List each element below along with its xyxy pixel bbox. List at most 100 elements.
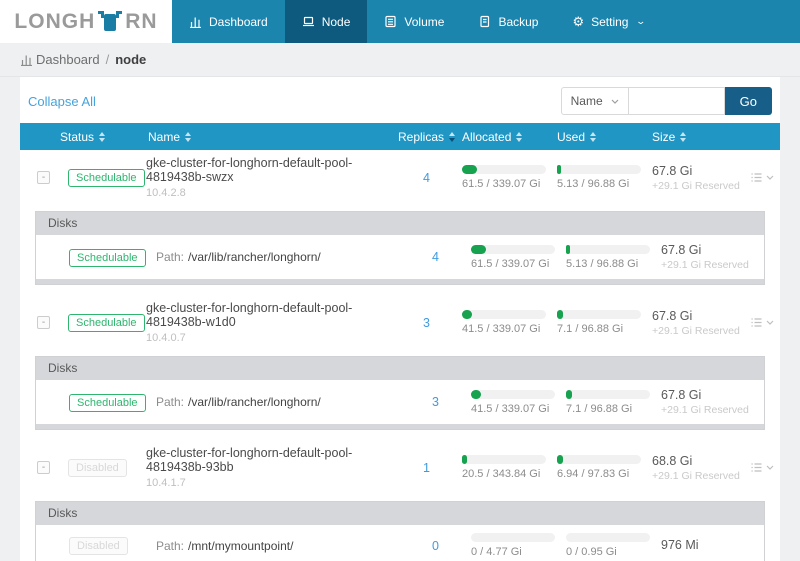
used-meter: 0 / 0.95 Gi bbox=[558, 533, 653, 558]
node-ip: 10.4.2.8 bbox=[146, 187, 186, 199]
chevron-down-icon: ⌄ bbox=[635, 16, 647, 26]
used-meter: 6.94 / 97.83 Gi bbox=[549, 455, 644, 480]
allocated-meter: 0 / 4.77 Gi bbox=[463, 533, 558, 558]
operations-list-icon bbox=[751, 173, 762, 182]
chart-icon bbox=[21, 55, 32, 66]
size-cell: 67.8 Gi +29.1 Gi Reserved bbox=[653, 388, 753, 416]
column-status[interactable]: Status bbox=[58, 130, 146, 144]
used-meter: 5.13 / 96.88 Gi bbox=[558, 244, 653, 270]
table-row: - Disabled gke-cluster-for-longhorn-defa… bbox=[20, 440, 780, 495]
sort-icons[interactable] bbox=[449, 131, 456, 142]
breadcrumb-dashboard-link[interactable]: Dashboard bbox=[20, 52, 100, 67]
longhorn-logo[interactable]: LONGH RN bbox=[0, 0, 172, 43]
status-badge: Schedulable bbox=[68, 169, 145, 187]
collapse-toggle[interactable]: - bbox=[37, 316, 50, 329]
collapse-toggle[interactable]: - bbox=[37, 171, 50, 184]
column-used[interactable]: Used bbox=[549, 130, 644, 144]
collapse-all-link[interactable]: Collapse All bbox=[28, 93, 96, 109]
chevron-down-icon bbox=[766, 465, 774, 470]
operations-list-icon bbox=[751, 318, 762, 327]
row-actions-menu[interactable] bbox=[744, 316, 780, 329]
used-meter: 5.13 / 96.88 Gi bbox=[549, 165, 644, 190]
nav-item-node[interactable]: Node bbox=[284, 0, 368, 43]
status-badge: Disabled bbox=[68, 459, 127, 477]
nav-label: Volume bbox=[404, 14, 445, 29]
sort-icons[interactable] bbox=[185, 131, 192, 142]
size-cell: 68.8 Gi +29.1 Gi Reserved bbox=[644, 454, 744, 482]
disks-title: Disks bbox=[48, 361, 78, 375]
nav-label: Node bbox=[321, 14, 351, 29]
status-badge: Schedulable bbox=[69, 248, 146, 267]
status-badge: Disabled bbox=[69, 537, 128, 555]
table-row: - Schedulable gke-cluster-for-longhorn-d… bbox=[20, 150, 780, 205]
breadcrumb-root-label: Dashboard bbox=[36, 52, 100, 67]
nav-menu: Dashboard Node Volume Backup ⚙ Setting ⌄ bbox=[172, 0, 662, 43]
reserved-label: +29.1 Gi Reserved bbox=[652, 324, 740, 337]
reserved-label: +29.1 Gi Reserved bbox=[652, 179, 740, 192]
breadcrumb-current: node bbox=[115, 52, 147, 67]
allocated-meter: 61.5 / 339.07 Gi bbox=[454, 165, 549, 190]
replicas-link[interactable]: 0 bbox=[432, 538, 439, 553]
node-name: gke-cluster-for-longhorn-default-pool-48… bbox=[146, 156, 353, 184]
sort-icons[interactable] bbox=[99, 131, 106, 142]
sort-icons[interactable] bbox=[516, 131, 523, 142]
operations-list-icon bbox=[751, 463, 762, 472]
disk-row: Schedulable Path:/var/lib/rancher/longho… bbox=[36, 380, 764, 424]
status-badge: Schedulable bbox=[68, 314, 145, 332]
reserved-label: +29.1 Gi Reserved bbox=[652, 469, 740, 482]
toolbar: Collapse All Name Go bbox=[20, 77, 780, 123]
reserved-label: +29.1 Gi Reserved bbox=[661, 259, 749, 271]
logo-text-left: LONGH bbox=[14, 9, 96, 33]
allocated-meter: 20.5 / 343.84 Gi bbox=[454, 455, 549, 480]
nav-label: Setting bbox=[591, 14, 629, 29]
chevron-down-icon bbox=[766, 175, 774, 180]
reserved-label: +29.1 Gi Reserved bbox=[661, 404, 749, 416]
filter-select-value: Name bbox=[570, 94, 603, 108]
disks-title: Disks bbox=[48, 216, 78, 230]
replicas-link[interactable]: 3 bbox=[423, 315, 430, 330]
search-bar: Name Go bbox=[560, 87, 772, 115]
disks-subtable: Disks Schedulable Path:/var/lib/rancher/… bbox=[35, 356, 765, 430]
sort-icons[interactable] bbox=[680, 131, 687, 142]
node-name: gke-cluster-for-longhorn-default-pool-48… bbox=[146, 446, 353, 474]
disk-row: Disabled Path:/mnt/mymountpoint/ 0 0 / 4… bbox=[36, 525, 764, 561]
node-icon bbox=[302, 16, 314, 27]
node-list-panel: Collapse All Name Go Status Name Replica… bbox=[20, 77, 780, 561]
column-allocated[interactable]: Allocated bbox=[454, 130, 549, 144]
dashboard-icon bbox=[190, 17, 201, 28]
size-cell: 67.8 Gi +29.1 Gi Reserved bbox=[653, 243, 753, 271]
row-actions-menu[interactable] bbox=[744, 171, 780, 184]
filter-select[interactable]: Name bbox=[560, 87, 629, 115]
disk-path: Path:/var/lib/rancher/longhorn/ bbox=[156, 250, 321, 264]
replicas-link[interactable]: 1 bbox=[423, 460, 430, 475]
replicas-link[interactable]: 4 bbox=[432, 250, 439, 264]
allocated-meter: 41.5 / 339.07 Gi bbox=[454, 310, 549, 335]
top-navbar: LONGH RN Dashboard Node Volume Backup ⚙ … bbox=[0, 0, 800, 43]
disk-row: Schedulable Path:/var/lib/rancher/longho… bbox=[36, 235, 764, 279]
breadcrumb-separator: / bbox=[105, 52, 110, 67]
search-input[interactable] bbox=[628, 87, 725, 115]
nav-item-setting[interactable]: ⚙ Setting ⌄ bbox=[555, 0, 662, 43]
column-name[interactable]: Name bbox=[146, 130, 399, 144]
nav-item-volume[interactable]: Volume bbox=[367, 0, 461, 43]
node-ip: 10.4.1.7 bbox=[146, 477, 186, 489]
go-button[interactable]: Go bbox=[724, 87, 772, 115]
replicas-link[interactable]: 4 bbox=[423, 170, 430, 185]
size-cell: 67.8 Gi +29.1 Gi Reserved bbox=[644, 164, 744, 192]
row-actions-menu[interactable] bbox=[744, 461, 780, 474]
chevron-down-icon bbox=[611, 99, 619, 104]
column-replicas[interactable]: Replicas bbox=[398, 130, 456, 144]
size-cell: 976 Mi bbox=[661, 537, 699, 552]
replicas-link[interactable]: 3 bbox=[432, 395, 439, 409]
chevron-down-icon bbox=[766, 320, 774, 325]
used-meter: 7.1 / 96.88 Gi bbox=[549, 310, 644, 335]
status-badge: Schedulable bbox=[69, 393, 146, 412]
table-header: Status Name Replicas Allocated Used Size bbox=[20, 123, 780, 150]
backup-icon bbox=[480, 15, 490, 28]
column-size[interactable]: Size bbox=[644, 130, 744, 144]
collapse-toggle[interactable]: - bbox=[37, 461, 50, 474]
nav-item-dashboard[interactable]: Dashboard bbox=[172, 0, 285, 43]
nav-label: Backup bbox=[498, 14, 539, 29]
sort-icons[interactable] bbox=[590, 131, 597, 142]
nav-item-backup[interactable]: Backup bbox=[461, 0, 555, 43]
